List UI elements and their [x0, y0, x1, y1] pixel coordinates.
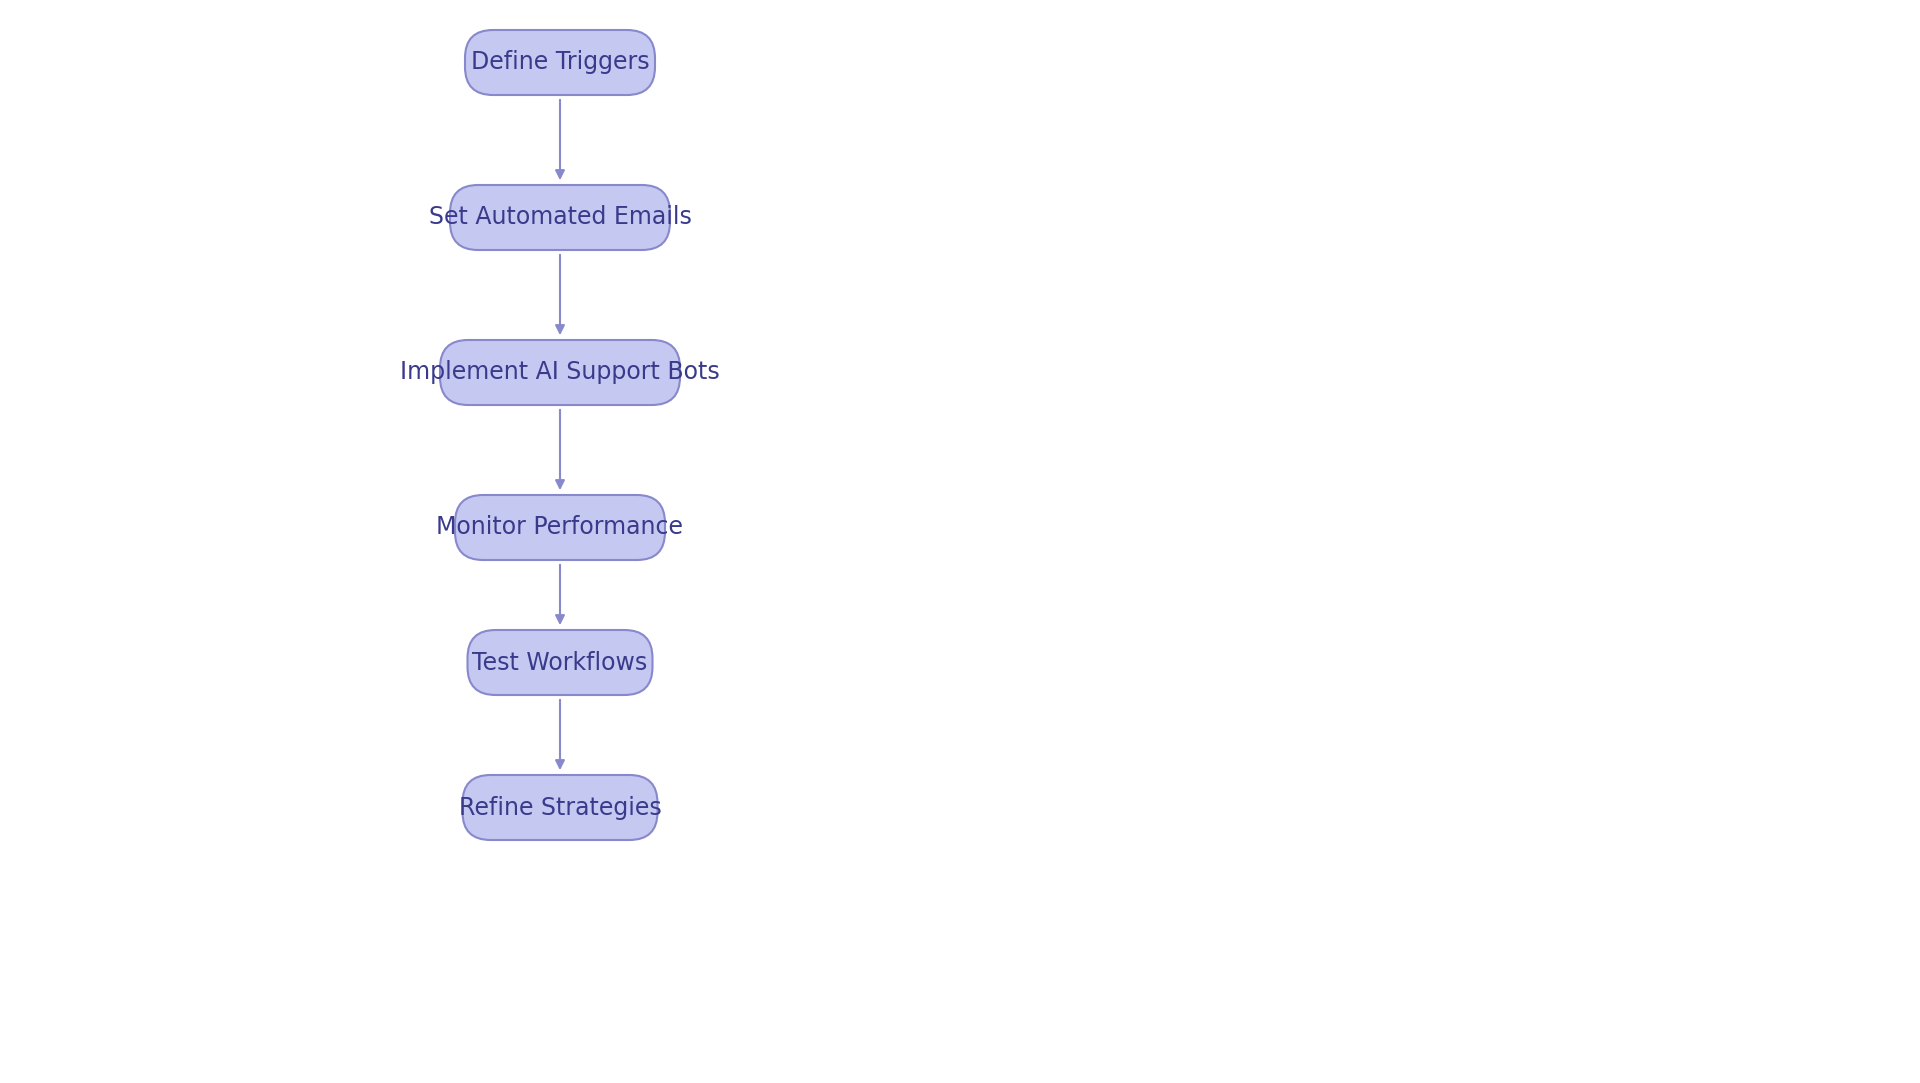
FancyBboxPatch shape: [440, 340, 680, 405]
FancyBboxPatch shape: [449, 185, 670, 250]
Text: Define Triggers: Define Triggers: [470, 51, 649, 75]
FancyBboxPatch shape: [463, 775, 657, 840]
Text: Test Workflows: Test Workflows: [472, 651, 647, 675]
Text: Refine Strategies: Refine Strategies: [459, 796, 660, 820]
FancyBboxPatch shape: [455, 495, 664, 560]
FancyBboxPatch shape: [467, 630, 653, 695]
Text: Set Automated Emails: Set Automated Emails: [428, 206, 691, 230]
Text: Implement AI Support Bots: Implement AI Support Bots: [399, 361, 720, 384]
FancyBboxPatch shape: [465, 30, 655, 95]
Text: Monitor Performance: Monitor Performance: [436, 516, 684, 539]
